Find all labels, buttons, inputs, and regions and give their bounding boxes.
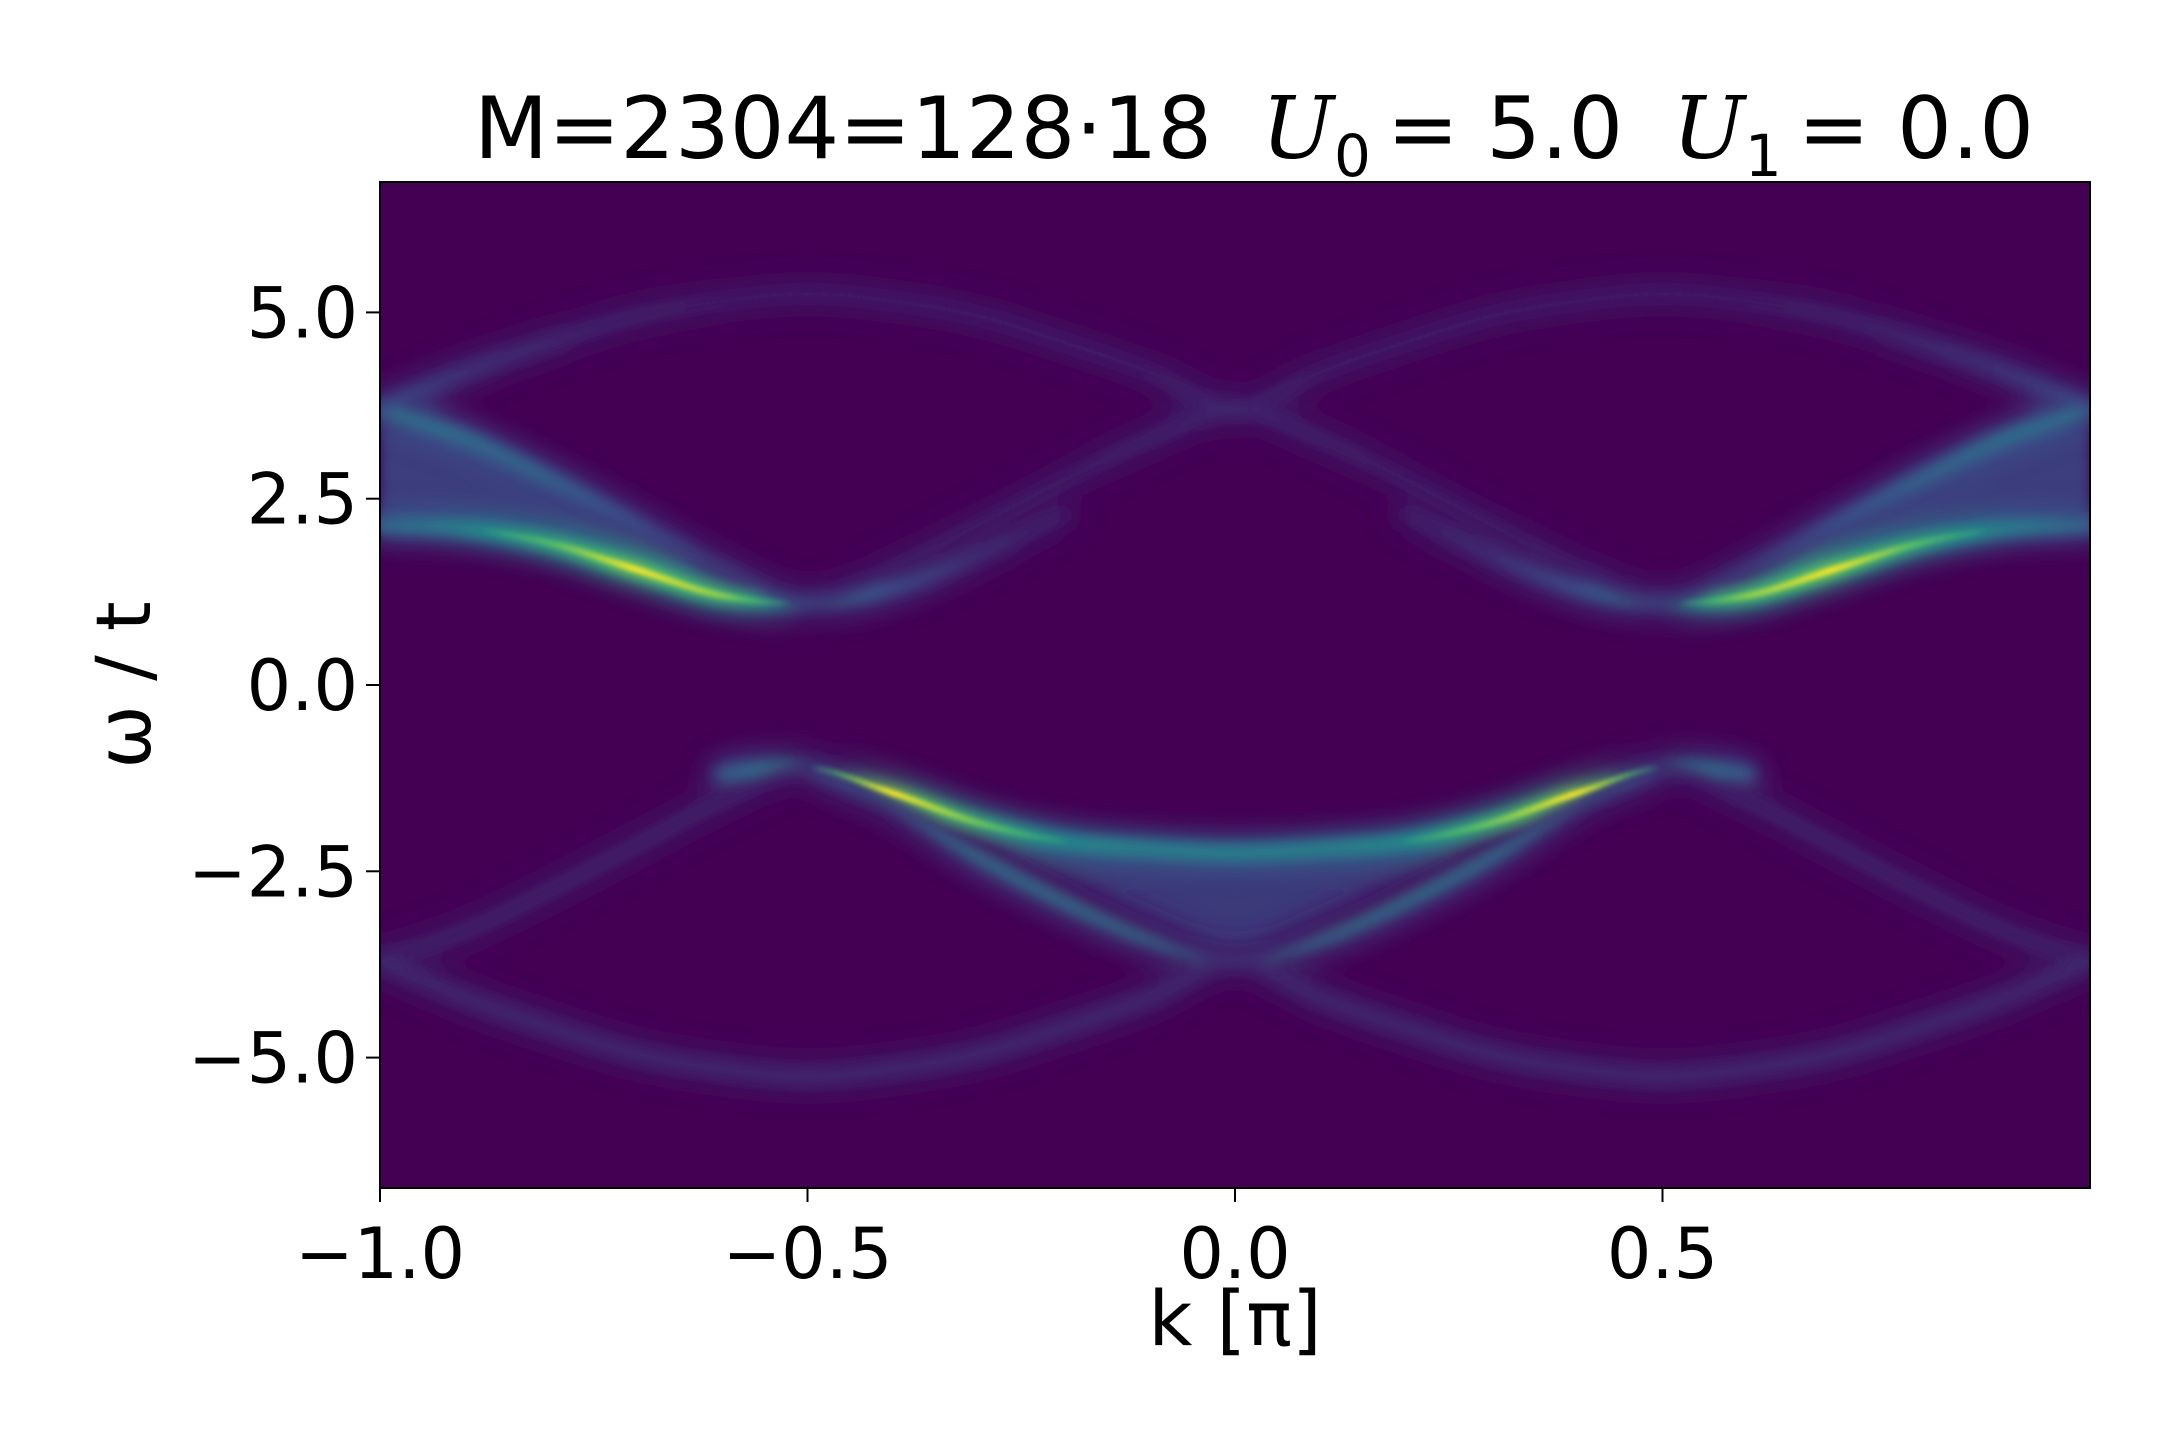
band-highlight-segment [1973, 528, 1987, 536]
y-tick-label: 0.0 [247, 645, 358, 727]
x-tick-label: −0.5 [723, 1213, 893, 1295]
band-highlight-layer [483, 528, 1987, 845]
band-core-segment [1052, 506, 1071, 523]
y-axis-label: ω / t [79, 601, 168, 768]
title-u1-sub: 1 [1745, 122, 1782, 190]
title-u1-symbol: U [1672, 79, 1747, 179]
band-highlight-segment [1053, 837, 1067, 845]
title-u0-symbol: U [1261, 79, 1336, 179]
x-axis-label: k [π] [1148, 1274, 1321, 1363]
x-tick-label: −1.0 [295, 1213, 465, 1295]
title-u0-value: = 5.0 [1387, 79, 1623, 179]
y-tick-label: −2.5 [188, 831, 358, 913]
heatmap-plot-area [380, 182, 2090, 1188]
title-u1-value: = 0.0 [1798, 79, 2034, 179]
title-u0-sub: 0 [1334, 122, 1371, 190]
x-tick-label: 0.0 [1179, 1213, 1290, 1295]
y-tick-label: 5.0 [247, 272, 358, 354]
band-highlight-segment [1645, 765, 1659, 773]
heatmap-background [380, 182, 2090, 1188]
y-tick-label: 2.5 [247, 459, 358, 541]
x-axis-ticks: −1.0 −0.5 0.0 0.5 [295, 1188, 1718, 1295]
y-tick-label: −5.0 [188, 1018, 358, 1100]
title-prefix: M=2304=128·18 [474, 79, 1212, 179]
y-axis-ticks: 5.0 2.5 0.0 −2.5 −5.0 [188, 272, 380, 1100]
x-tick-label: 0.5 [1607, 1213, 1718, 1295]
chart-title: M=2304=128·18 U0 = 5.0 U1 = 0.0 [474, 79, 2034, 190]
